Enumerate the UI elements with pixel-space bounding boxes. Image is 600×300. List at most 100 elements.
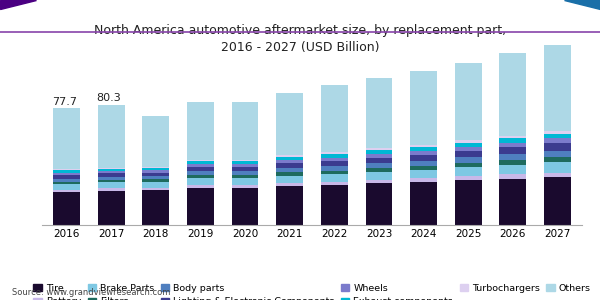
- Legend: Tire, Battery, Brake Parts, Filters, Body parts, Lighting & Electronic Component: Tire, Battery, Brake Parts, Filters, Bod…: [34, 284, 590, 300]
- Bar: [410, 182, 437, 225]
- Bar: [499, 147, 526, 154]
- Bar: [455, 151, 482, 157]
- Bar: [98, 171, 125, 173]
- Bar: [499, 143, 526, 147]
- Bar: [142, 167, 169, 168]
- Bar: [276, 183, 303, 186]
- Bar: [365, 163, 392, 168]
- Bar: [142, 190, 169, 225]
- Bar: [98, 188, 125, 190]
- Bar: [410, 147, 437, 151]
- Bar: [187, 167, 214, 171]
- Bar: [232, 171, 259, 175]
- Bar: [544, 138, 571, 143]
- Text: Source: www.grandviewresearch.com: Source: www.grandviewresearch.com: [12, 288, 170, 297]
- Bar: [232, 102, 259, 160]
- Bar: [142, 116, 169, 167]
- Bar: [53, 192, 80, 225]
- Bar: [187, 160, 214, 161]
- Bar: [276, 168, 303, 172]
- Bar: [410, 155, 437, 161]
- Bar: [321, 184, 348, 225]
- Bar: [276, 172, 303, 176]
- Bar: [499, 165, 526, 174]
- Bar: [276, 93, 303, 155]
- Bar: [321, 182, 348, 184]
- Bar: [321, 174, 348, 182]
- Bar: [142, 168, 169, 170]
- Bar: [455, 140, 482, 143]
- Bar: [410, 145, 437, 147]
- Bar: [455, 157, 482, 163]
- Bar: [187, 178, 214, 185]
- Bar: [53, 170, 80, 172]
- Bar: [365, 183, 392, 225]
- Bar: [142, 188, 169, 190]
- Bar: [187, 161, 214, 164]
- Bar: [544, 130, 571, 134]
- Bar: [544, 173, 571, 177]
- Bar: [53, 172, 80, 175]
- Bar: [499, 136, 526, 138]
- Text: 77.7: 77.7: [52, 97, 77, 107]
- Bar: [455, 163, 482, 167]
- Bar: [53, 182, 80, 184]
- Bar: [276, 157, 303, 160]
- Bar: [276, 163, 303, 168]
- Bar: [410, 166, 437, 170]
- Bar: [232, 160, 259, 161]
- Bar: [187, 175, 214, 178]
- Bar: [276, 186, 303, 225]
- Bar: [187, 171, 214, 175]
- Bar: [53, 169, 80, 170]
- Bar: [98, 105, 125, 167]
- Bar: [142, 172, 169, 176]
- Bar: [365, 168, 392, 172]
- Bar: [232, 167, 259, 171]
- Bar: [365, 78, 392, 148]
- Bar: [499, 174, 526, 178]
- Bar: [321, 85, 348, 152]
- Bar: [499, 154, 526, 160]
- Bar: [499, 160, 526, 165]
- Bar: [187, 102, 214, 160]
- Bar: [410, 161, 437, 166]
- Bar: [365, 158, 392, 163]
- Bar: [321, 166, 348, 171]
- Bar: [232, 188, 259, 225]
- Bar: [365, 148, 392, 150]
- Bar: [232, 185, 259, 188]
- Bar: [544, 151, 571, 157]
- Bar: [455, 176, 482, 180]
- Bar: [544, 177, 571, 225]
- Bar: [365, 154, 392, 158]
- Bar: [365, 172, 392, 180]
- Bar: [142, 182, 169, 188]
- Bar: [98, 167, 125, 169]
- Bar: [53, 178, 80, 182]
- Bar: [321, 158, 348, 161]
- Bar: [98, 180, 125, 182]
- Bar: [455, 63, 482, 140]
- Bar: [53, 175, 80, 178]
- Bar: [276, 155, 303, 157]
- Bar: [53, 108, 80, 169]
- Bar: [455, 180, 482, 225]
- Bar: [499, 138, 526, 143]
- Bar: [276, 176, 303, 183]
- Bar: [455, 147, 482, 151]
- Bar: [98, 169, 125, 171]
- Bar: [98, 177, 125, 180]
- Bar: [321, 152, 348, 154]
- Bar: [187, 188, 214, 225]
- Bar: [142, 170, 169, 172]
- Bar: [187, 185, 214, 188]
- Bar: [410, 178, 437, 181]
- Bar: [321, 161, 348, 166]
- Bar: [544, 143, 571, 151]
- Text: North America automotive aftermarket size, by replacement part,
2016 - 2027 (USD: North America automotive aftermarket siz…: [94, 24, 506, 54]
- Bar: [410, 151, 437, 155]
- Bar: [544, 157, 571, 162]
- Bar: [98, 173, 125, 177]
- Bar: [53, 190, 80, 192]
